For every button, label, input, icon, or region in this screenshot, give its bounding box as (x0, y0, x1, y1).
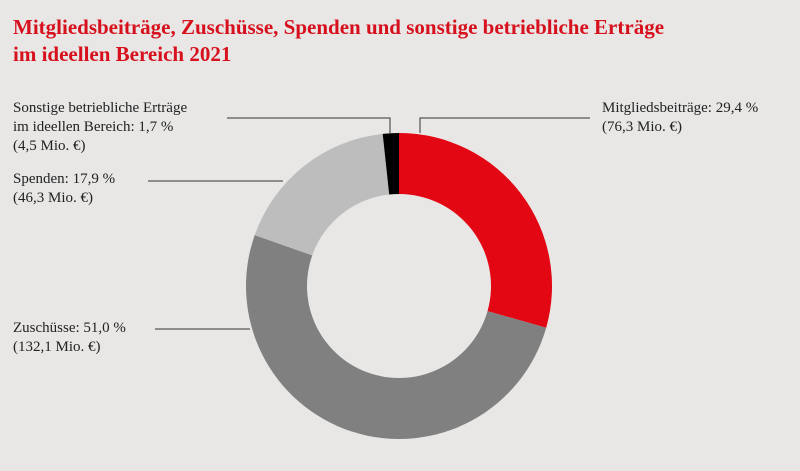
chart-title-line-1: Mitgliedsbeiträge, Zuschüsse, Spenden un… (13, 15, 665, 39)
label-sonstige-amount: (4,5 Mio. €) (13, 138, 86, 154)
label-mitgliedsbeitraege-value: Mitgliedsbeiträge: 29,4 % (602, 100, 759, 116)
label-zuschuesse: Zuschüsse: 51,0 % (132,1 Mio. €) (13, 319, 126, 357)
chart-title-line-2: im ideellen Bereich 2021 (13, 42, 232, 66)
leader-line-mitgliedsbeitraege (419, 117, 590, 133)
slice-spenden (254, 133, 390, 256)
label-zuschuesse-value: Zuschüsse: 51,0 % (13, 320, 126, 336)
label-spenden-amount: (46,3 Mio. €) (13, 190, 93, 206)
label-mitgliedsbeitraege-amount: (76,3 Mio. €) (602, 119, 682, 135)
label-spenden: Spenden: 17,9 % (46,3 Mio. €) (13, 170, 115, 208)
slice-mitgliedsbeitraege (399, 133, 552, 328)
chart-title: Mitgliedsbeiträge, Zuschüsse, Spenden un… (13, 14, 793, 68)
slice-sonstige (382, 133, 399, 195)
label-mitgliedsbeitraege: Mitgliedsbeiträge: 29,4 % (76,3 Mio. €) (602, 99, 758, 137)
slice-zuschuesse (246, 235, 547, 439)
leader-line-sonstige (227, 117, 391, 133)
label-sonstige: Sonstige betriebliche Erträge im ideelle… (13, 99, 187, 156)
label-spenden-value: Spenden: 17,9 % (13, 171, 116, 187)
label-sonstige-line-2: im ideellen Bereich: 1,7 % (13, 119, 174, 135)
label-zuschuesse-amount: (132,1 Mio. €) (13, 339, 101, 355)
label-sonstige-line-1: Sonstige betriebliche Erträge (13, 100, 188, 116)
